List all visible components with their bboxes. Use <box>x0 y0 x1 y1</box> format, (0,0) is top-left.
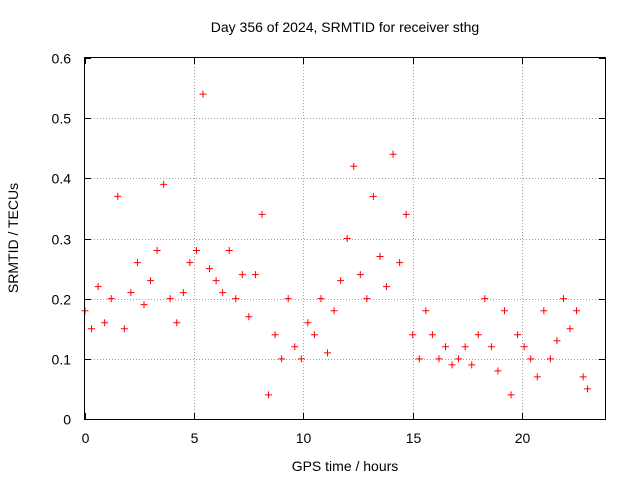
data-point <box>140 301 148 309</box>
x-tick-label: 0 <box>82 430 90 446</box>
data-point <box>396 259 404 267</box>
data-point <box>206 265 214 273</box>
data-point <box>553 337 561 345</box>
x-tick-label: 20 <box>515 430 531 446</box>
y-tick-label: 0.1 <box>52 352 72 368</box>
y-tick-label: 0.6 <box>52 51 72 67</box>
x-tick-label: 5 <box>191 430 199 446</box>
data-point <box>428 331 436 339</box>
data-point <box>238 271 246 279</box>
y-tick-label: 0 <box>63 412 71 428</box>
data-point <box>94 283 102 291</box>
data-point <box>219 289 227 297</box>
data-point <box>487 343 495 351</box>
data-points <box>81 90 592 399</box>
data-point <box>389 150 397 158</box>
data-point <box>566 325 574 333</box>
data-point <box>258 210 266 218</box>
data-point <box>527 355 535 363</box>
data-point <box>133 259 141 267</box>
data-point <box>271 331 279 339</box>
data-point <box>579 373 587 381</box>
data-point <box>369 192 377 200</box>
data-point <box>192 247 200 255</box>
data-point <box>114 192 122 200</box>
data-point <box>251 271 259 279</box>
data-point <box>455 355 463 363</box>
data-point <box>356 271 364 279</box>
data-point <box>520 343 528 351</box>
data-point <box>474 331 482 339</box>
data-point <box>422 307 430 315</box>
data-point <box>559 295 567 303</box>
data-point <box>330 307 338 315</box>
data-point <box>153 247 161 255</box>
data-point <box>107 295 115 303</box>
x-axis-label: GPS time / hours <box>292 458 399 474</box>
data-point <box>147 277 155 285</box>
y-axis-label: SRMTID / TECUs <box>5 183 21 293</box>
data-point <box>507 391 515 399</box>
data-point <box>324 349 332 357</box>
data-point <box>284 295 292 303</box>
data-point <box>584 385 592 393</box>
chart-title: Day 356 of 2024, SRMTID for receiver sth… <box>211 19 479 35</box>
data-point <box>120 325 128 333</box>
data-point <box>199 90 207 98</box>
data-point <box>297 355 305 363</box>
data-point <box>212 277 220 285</box>
data-point <box>435 355 443 363</box>
data-point <box>442 343 450 351</box>
data-point <box>179 289 187 297</box>
data-point <box>514 331 522 339</box>
data-point <box>461 343 469 351</box>
data-point <box>468 361 476 369</box>
data-point <box>415 355 423 363</box>
data-point <box>186 259 194 267</box>
data-point <box>304 319 312 327</box>
y-tick-label: 0.3 <box>52 232 72 248</box>
data-point <box>376 253 384 261</box>
axis-ticks: 0 0.1 0.2 0.3 0.4 0.5 0.6 0 5 10 15 20 <box>52 51 605 446</box>
data-point <box>402 210 410 218</box>
data-point <box>127 289 135 297</box>
data-point <box>383 283 391 291</box>
plot-frame <box>84 57 606 420</box>
x-tick-label: 10 <box>296 430 312 446</box>
data-point <box>573 307 581 315</box>
data-point <box>166 295 174 303</box>
y-tick-label: 0.2 <box>52 292 72 308</box>
data-point <box>350 162 358 170</box>
data-point <box>291 343 299 351</box>
data-point <box>494 367 502 375</box>
data-point <box>310 331 318 339</box>
data-point <box>101 319 109 327</box>
data-point <box>500 307 508 315</box>
data-point <box>265 391 273 399</box>
data-point <box>448 361 456 369</box>
data-point <box>317 295 325 303</box>
data-point <box>160 180 168 188</box>
y-tick-label: 0.4 <box>52 171 72 187</box>
data-point <box>173 319 181 327</box>
data-point <box>343 235 351 242</box>
data-point <box>481 295 489 303</box>
data-point <box>245 313 253 321</box>
data-point <box>225 247 233 255</box>
data-point <box>533 373 541 381</box>
data-point <box>278 355 286 363</box>
data-point <box>363 295 371 303</box>
data-point <box>540 307 548 315</box>
y-tick-label: 0.5 <box>52 111 72 127</box>
data-point <box>409 331 417 339</box>
data-point <box>546 355 554 363</box>
data-point <box>337 277 345 285</box>
data-point <box>232 295 240 303</box>
x-tick-label: 15 <box>406 430 422 446</box>
data-point <box>88 325 96 333</box>
